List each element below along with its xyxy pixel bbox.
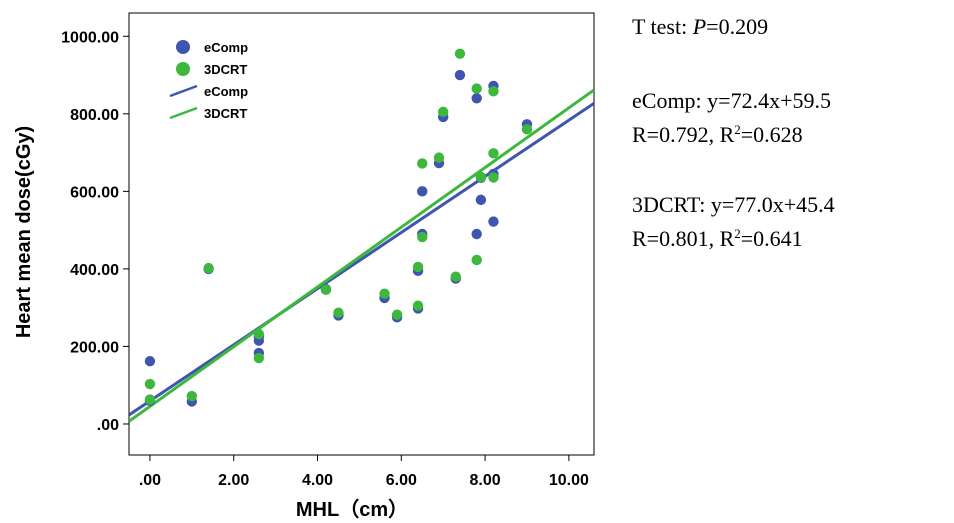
y-tick-label: 800.00	[70, 107, 119, 124]
y-tick-label: .00	[97, 417, 119, 434]
x-tick-label: 4.00	[302, 472, 333, 489]
x-tick-label: 2.00	[218, 472, 249, 489]
data-point-3dcrt	[412, 300, 424, 311]
data-point-3dcrt	[417, 231, 428, 243]
ttest-annotation: T test: P=0.209	[632, 14, 768, 40]
crt-r-values: R=0.801, R2=0.641	[632, 226, 803, 252]
data-point-ecomp	[471, 93, 482, 104]
data-point-3dcrt	[412, 261, 424, 273]
ecomp-r-superscript: 2	[734, 122, 741, 137]
data-point-3dcrt	[391, 309, 403, 320]
plot-frame-layer	[128, 12, 595, 456]
legend-label-3dcrt: 3DCRT	[204, 62, 247, 77]
data-point-3dcrt	[488, 86, 499, 97]
ecomp-r-prefix: R=0.792, R	[632, 122, 735, 147]
ttest-prefix: T test:	[632, 14, 693, 39]
ttest-value: =0.209	[706, 14, 769, 39]
data-point-3dcrt	[186, 390, 198, 402]
data-point-ecomp	[471, 228, 482, 240]
x-tick-label: 6.00	[386, 472, 417, 489]
data-point-3dcrt	[454, 48, 466, 59]
y-tick-label: 600.00	[70, 184, 119, 201]
ttest-p-symbol: P	[692, 14, 707, 39]
fit-lines-layer	[129, 88, 594, 423]
data-point-3dcrt	[471, 254, 482, 266]
data-point-3dcrt	[320, 284, 332, 296]
x-tick-label: 8.00	[470, 472, 501, 489]
points-layer	[144, 48, 533, 407]
y-tick-label: 1000.00	[61, 29, 119, 46]
crt-equation: 3DCRT: y=77.0x+45.4	[632, 192, 835, 217]
x-tick-label: .00	[139, 472, 161, 489]
data-point-3dcrt	[333, 307, 344, 318]
plot-area-frame	[128, 12, 595, 456]
legend-layer: eComp 3DCRT eComp 3DCRT	[169, 40, 248, 121]
ecomp-r-values: R=0.792, R2=0.628	[632, 122, 803, 148]
data-point-3dcrt	[144, 394, 156, 405]
data-point-ecomp	[144, 355, 156, 367]
data-point-3dcrt	[379, 288, 390, 299]
crt-r-superscript: 2	[734, 226, 741, 241]
data-point-3dcrt	[437, 106, 449, 118]
data-point-3dcrt	[521, 124, 533, 135]
legend-line-ecomp	[169, 84, 198, 98]
x-axis-title: MHL（cm）	[296, 498, 408, 521]
data-point-3dcrt	[488, 148, 499, 159]
y-axis-title: Heart mean dose(cGy)	[13, 126, 35, 338]
legend-marker-3dcrt	[176, 62, 190, 76]
data-point-ecomp	[475, 194, 487, 206]
data-point-3dcrt	[450, 271, 461, 282]
y-tick-label: 200.00	[70, 339, 119, 356]
legend-line-3dcrt	[169, 106, 198, 120]
data-point-ecomp	[417, 186, 428, 197]
axes-layer: .00 2.00 4.00 6.00 8.00 10.00 .00 200.00 400.00 6…	[61, 29, 589, 489]
legend-label-3dcrt: 3DCRT	[204, 106, 247, 121]
data-point-3dcrt	[488, 172, 499, 183]
data-point-3dcrt	[253, 352, 265, 364]
data-point-3dcrt	[433, 152, 445, 163]
y-tick-label: 400.00	[70, 262, 119, 279]
data-point-3dcrt	[417, 158, 428, 169]
fit-line-3dcrt	[129, 88, 594, 423]
data-point-3dcrt	[475, 171, 487, 183]
legend-marker-ecomp	[176, 40, 190, 54]
data-point-ecomp	[454, 69, 466, 81]
legend-label-ecomp: eComp	[204, 84, 248, 99]
data-point-3dcrt	[203, 262, 214, 274]
legend-label-ecomp: eComp	[204, 40, 248, 55]
data-point-3dcrt	[471, 83, 482, 94]
data-point-3dcrt	[144, 378, 156, 390]
data-point-3dcrt	[253, 328, 265, 340]
ecomp-equation: eComp: y=72.4x+59.5	[632, 88, 831, 113]
x-tick-label: 10.00	[549, 472, 589, 489]
ecomp-r-suffix: =0.628	[740, 122, 803, 147]
data-point-ecomp	[488, 216, 499, 227]
crt-r-prefix: R=0.801, R	[632, 226, 735, 251]
crt-r-suffix: =0.641	[740, 226, 803, 251]
fit-line-ecomp	[129, 102, 594, 417]
